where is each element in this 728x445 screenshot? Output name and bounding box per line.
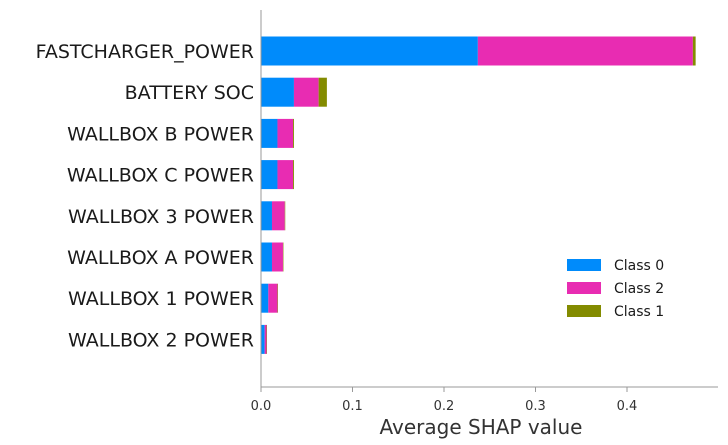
bar-wallbox-c-power-class-1 [293,160,294,190]
bar-battery-soc-class-2 [293,77,319,107]
bar-wallbox-3-power-class-0 [261,201,272,231]
x-tick-label: 0.2 [434,399,455,414]
x-tick-label: 0.1 [342,399,363,414]
feature-label: WALLBOX A POWER [67,247,254,269]
x-tick-label: 0.3 [525,399,546,414]
legend-swatch-class-2 [567,282,601,294]
bar-wallbox-1-power-class-2 [268,283,278,313]
legend-label-class-2: Class 2 [614,281,664,297]
feature-label: WALLBOX B POWER [67,123,254,145]
bar-wallbox-a-power-class-0 [261,242,272,272]
legend: Class 0 Class 2 Class 1 [567,258,664,320]
bar-wallbox-2-power-class-0 [261,324,265,354]
bar-wallbox-1-power-class-0 [261,283,269,313]
x-ticks: 0.0 0.1 0.2 0.3 0.4 [251,387,638,414]
bar-battery-soc-class-1 [318,77,327,107]
bars-group [261,36,696,354]
legend-swatch-class-0 [567,259,601,271]
bar-wallbox-c-power-class-0 [261,160,278,190]
feature-labels: FASTCHARGER_POWER BATTERY SOC WALLBOX B PO… [36,41,254,351]
feature-label: WALLBOX C POWER [67,165,254,187]
feature-label: FASTCHARGER_POWER [36,41,254,63]
legend-swatch-class-1 [567,305,601,317]
feature-label: WALLBOX 3 POWER [68,206,254,228]
bar-wallbox-2-power-class-2 [264,324,267,354]
bar-wallbox-b-power-class-0 [261,118,278,148]
legend-label-class-0: Class 0 [614,258,664,274]
x-tick-label: 0.4 [617,399,638,414]
bar-fastcharger-power-class-2 [477,36,693,66]
x-tick-label: 0.0 [251,399,272,414]
bar-wallbox-b-power-class-1 [293,118,294,148]
bar-wallbox-a-power-class-2 [271,242,283,272]
feature-label: BATTERY SOC [125,82,254,104]
feature-label: WALLBOX 1 POWER [68,288,254,310]
bar-battery-soc-class-0 [261,77,294,107]
bar-fastcharger-power-class-1 [692,36,696,66]
bar-wallbox-c-power-class-2 [277,160,294,190]
bar-fastcharger-power-class-0 [261,36,478,66]
bar-wallbox-3-power-class-2 [271,201,285,231]
x-axis-title: Average SHAP value [380,415,583,439]
bar-wallbox-b-power-class-2 [277,118,294,148]
feature-label: WALLBOX 2 POWER [68,329,254,351]
legend-label-class-1: Class 1 [614,304,664,320]
